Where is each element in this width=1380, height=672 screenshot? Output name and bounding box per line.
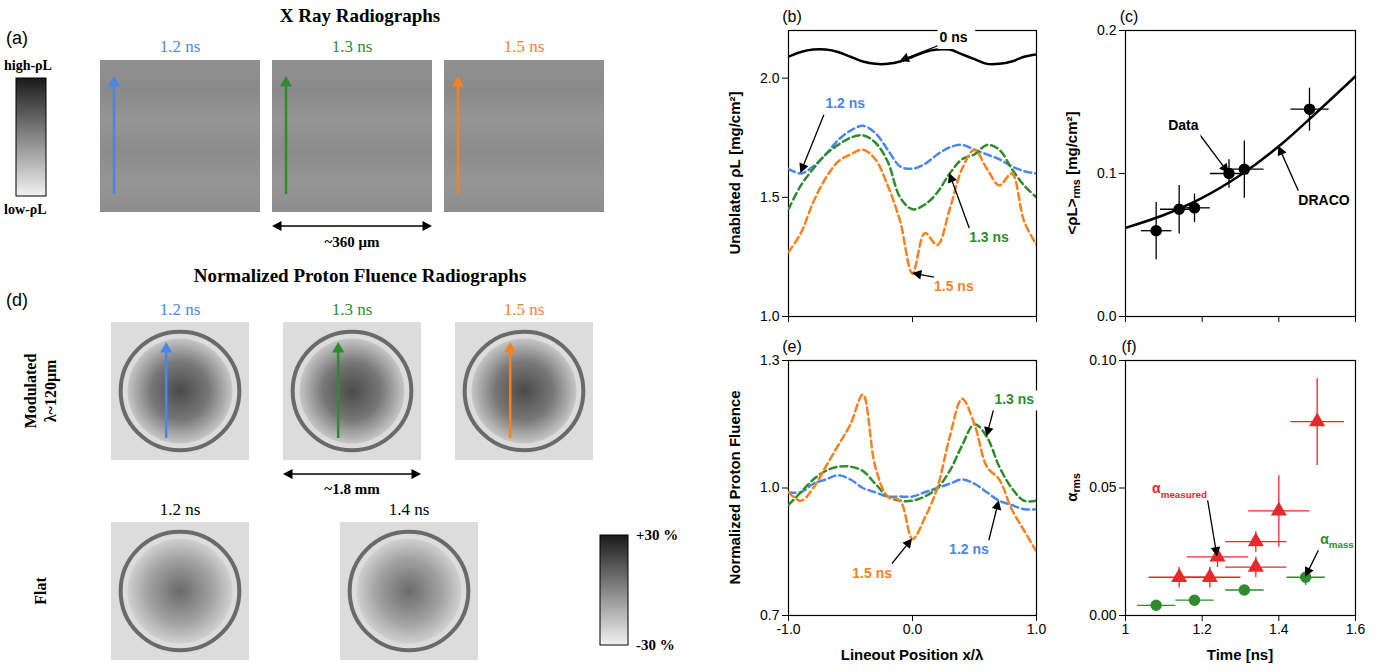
svg-text:1.5 ns: 1.5 ns: [852, 565, 892, 581]
svg-text:<ρL>rms[mg/cm²]: <ρL>rms[mg/cm²]: [1063, 111, 1082, 234]
svg-text:(e): (e): [782, 338, 802, 355]
svg-text:-1.0: -1.0: [776, 621, 800, 637]
svg-text:low-ρL: low-ρL: [4, 202, 47, 217]
svg-text:1.2 ns: 1.2 ns: [825, 95, 865, 111]
svg-text:Data: Data: [1168, 117, 1199, 133]
svg-text:1.4 ns: 1.4 ns: [389, 500, 430, 519]
svg-text:1.5: 1.5: [760, 189, 780, 205]
svg-text:1.6: 1.6: [1346, 621, 1366, 637]
svg-text:1: 1: [1122, 621, 1130, 637]
svg-text:2.0: 2.0: [760, 70, 780, 86]
svg-text:Flat: Flat: [32, 577, 49, 605]
svg-text:λ~120μm: λ~120μm: [42, 359, 60, 422]
svg-text:1.2 ns: 1.2 ns: [949, 541, 989, 557]
svg-text:0.0: 0.0: [903, 621, 923, 637]
svg-text:0.00: 0.00: [1089, 607, 1116, 623]
svg-text:1.0: 1.0: [760, 308, 780, 324]
svg-text:1.3 ns: 1.3 ns: [332, 300, 373, 319]
svg-text:X Ray Radiographs: X Ray Radiographs: [280, 5, 440, 26]
svg-text:1.2: 1.2: [1192, 621, 1212, 637]
svg-text:Unablated ρL[mg/cm²]: Unablated ρL[mg/cm²]: [726, 92, 743, 255]
svg-text:Normalized Proton Fluence: Normalized Proton Fluence: [726, 390, 743, 584]
svg-text:high-ρL: high-ρL: [4, 58, 52, 73]
svg-text:+30 %: +30 %: [636, 527, 678, 543]
svg-text:1.2 ns: 1.2 ns: [160, 500, 201, 519]
svg-text:1.2 ns: 1.2 ns: [160, 300, 201, 319]
svg-text:0.0: 0.0: [1097, 308, 1117, 324]
svg-text:~360 μm: ~360 μm: [324, 234, 380, 250]
svg-text:-30 %: -30 %: [636, 637, 675, 653]
svg-text:DRACO: DRACO: [1298, 192, 1349, 208]
svg-text:1.5 ns: 1.5 ns: [504, 37, 545, 56]
svg-text:Lineout Position x/λ: Lineout Position x/λ: [841, 646, 984, 663]
svg-text:0 ns: 0 ns: [940, 29, 968, 45]
svg-text:αmeasured: αmeasured: [1152, 480, 1207, 499]
svg-text:0.2: 0.2: [1097, 22, 1117, 38]
svg-text:0.1: 0.1: [1097, 165, 1117, 181]
svg-text:Time [ns]: Time [ns]: [1207, 646, 1273, 663]
svg-text:(d): (d): [6, 290, 28, 310]
svg-text:0.10: 0.10: [1089, 352, 1116, 368]
svg-text:1.4: 1.4: [1269, 621, 1289, 637]
svg-text:αmass: αmass: [1320, 531, 1354, 550]
svg-text:1.3: 1.3: [760, 352, 780, 368]
svg-text:0.7: 0.7: [760, 607, 780, 623]
svg-text:1.0: 1.0: [1027, 621, 1047, 637]
svg-text:~1.8 mm: ~1.8 mm: [324, 481, 380, 497]
svg-text:1.3 ns: 1.3 ns: [994, 391, 1034, 407]
svg-text:1.5 ns: 1.5 ns: [934, 278, 974, 294]
svg-text:Normalized Proton Fluence Radi: Normalized Proton Fluence Radiographs: [194, 265, 527, 286]
svg-text:(f): (f): [1121, 338, 1136, 355]
svg-text:1.0: 1.0: [760, 479, 780, 495]
svg-text:(a): (a): [6, 28, 28, 48]
svg-text:(b): (b): [782, 8, 802, 25]
svg-text:1.2 ns: 1.2 ns: [160, 37, 201, 56]
svg-text:1.3 ns: 1.3 ns: [969, 229, 1009, 245]
svg-text:1.5 ns: 1.5 ns: [504, 300, 545, 319]
svg-text:1.3 ns: 1.3 ns: [332, 37, 373, 56]
svg-text:0.05: 0.05: [1089, 479, 1116, 495]
svg-text:Modulated: Modulated: [22, 354, 39, 429]
svg-text:(c): (c): [1120, 8, 1139, 25]
svg-text:αrms: αrms: [1063, 473, 1082, 502]
